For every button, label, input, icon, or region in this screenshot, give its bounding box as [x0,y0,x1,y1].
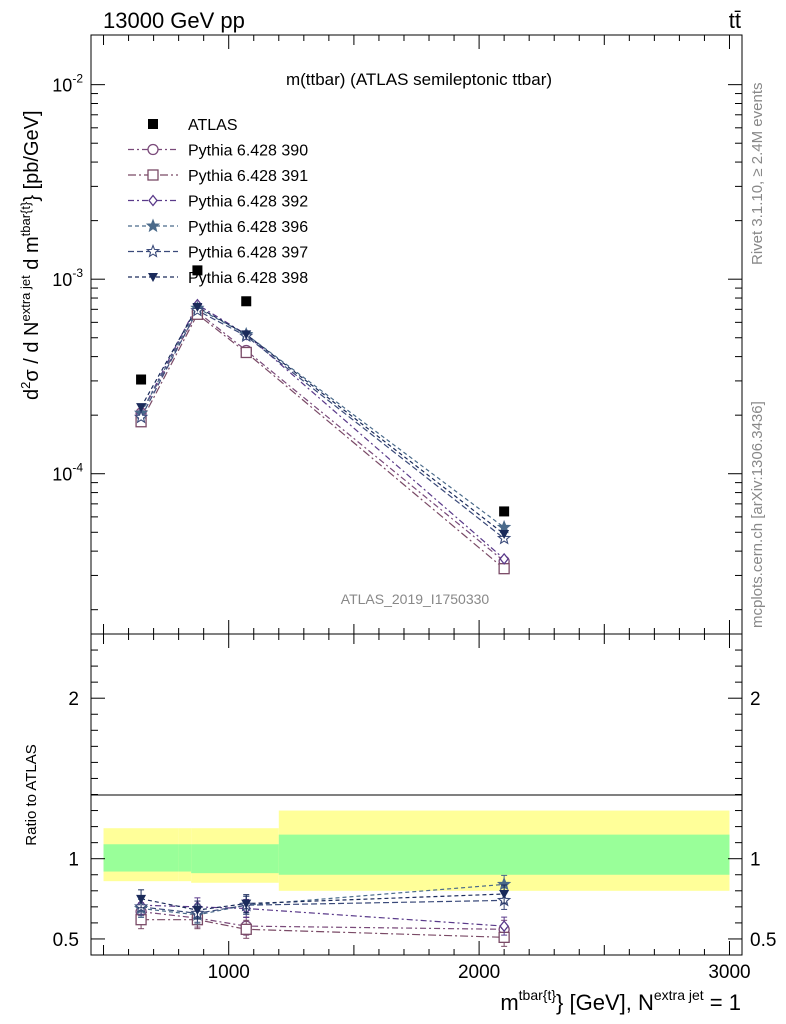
ratio-data-point [240,923,252,935]
ratio-series-line [141,899,505,914]
legend: ATLAS Pythia 6.428 390 Pythia 6.428 391 Pyt… [128,117,308,287]
legend-marker [148,273,158,282]
main-y-tick-labels: 10-210-310-4 [52,72,83,485]
x-tick-label: 3000 [708,962,750,983]
ratio-series-line [141,919,505,938]
ratio-data-point [499,890,510,900]
main-y-axis-label: d2σ / d Nextra jet d mtbar{t}} [pb/GeV] [18,110,43,400]
tick-exponent: -4 [72,461,83,475]
tick-base: 10 [52,76,72,96]
legend-marker [148,119,158,129]
ratio-panel: 0.5 0.5 1 1 2 2 Ratio to ATLAS 1000 2000 3000 m… [23,633,777,1015]
legend-marker [147,169,159,181]
legend-label: Pythia 6.428 397 [188,245,308,262]
main-data-point [133,409,149,424]
ratio-y-tick-label-right: 2 [750,689,761,710]
ratio-data-point [136,894,147,904]
ratio-y-axis-label: Ratio to ATLAS [23,744,40,845]
main-series-line [140,303,505,560]
ratio-stat-band [103,844,179,872]
ratio-ticks [91,633,742,955]
ratio-bands [103,810,730,891]
main-data-point [240,346,252,359]
main-data-point [136,403,147,413]
x-tick-labels: 1000 2000 3000 [208,962,751,983]
legend-marker [145,218,161,233]
main-y-tick-label: 10-3 [52,266,83,290]
ratio-y-tick-label-right: 0.5 [750,930,776,951]
ratio-data-point [241,899,252,909]
main-data-point [499,552,509,565]
legend-marker [148,194,158,207]
ratio-data-point [192,906,203,916]
legend-label: Pythia 6.428 391 [188,168,308,185]
main-data-point [192,302,203,312]
legend-label: Pythia 6.428 392 [188,194,308,211]
ratio-data-point [499,920,509,933]
ratio-series-line [141,883,505,916]
main-data-point [192,265,203,276]
main-title: m(ttbar) (ATLAS semileptonic ttbar) [286,70,552,89]
main-series-line [140,310,505,562]
legend-label: Pythia 6.428 398 [188,270,308,287]
rivet-label: Rivet 3.1.10, ≥ 2.4M events [749,83,766,266]
ratio-y-tick-label: 2 [68,689,79,710]
process-label: tt̄ [729,8,741,33]
legend-marker [145,243,161,258]
main-y-tick-label: 10-4 [52,461,83,485]
main-data-point [499,506,510,517]
legend-marker [147,143,159,156]
main-y-tick-label: 10-2 [52,72,83,96]
ratio-y-tick-label-right: 1 [750,850,761,871]
main-data-point [499,529,510,539]
main-series-line [140,307,505,528]
x-axis-label: mtbar{t}} [GeV], Nextra jet = 1 [500,987,741,1015]
main-data-point [136,374,147,385]
main-data-point [241,330,252,340]
main-series-line [140,309,505,539]
ratio-y-tick-label: 1 [68,850,79,871]
tick-exponent: -3 [72,266,83,280]
main-series-line [140,313,505,570]
legend-label: Pythia 6.428 396 [188,219,308,236]
ratio-series-line [141,911,505,930]
ratio-stat-band [191,844,279,874]
main-data-point [498,563,510,575]
tick-exponent: -2 [72,72,83,86]
main-panel: m(ttbar) (ATLAS semileptonic ttbar) ATLA… [18,34,743,635]
main-ticks [91,35,742,634]
main-series [133,265,512,575]
tick-base: 10 [52,465,72,485]
energy-label: 13000 GeV pp [103,8,245,33]
ratio-stat-band [278,834,730,875]
ratio-series-line [141,904,505,927]
x-tick-label: 1000 [208,962,250,983]
ratio-y-tick-label: 0.5 [53,930,79,951]
x-tick-label: 2000 [458,962,500,983]
legend-label: ATLAS [188,117,238,134]
watermark: ATLAS_2019_I1750330 [341,591,490,607]
ratio-stat-band [178,844,192,872]
tick-base: 10 [52,270,72,290]
legend-label: Pythia 6.428 390 [188,143,308,160]
ratio-series [133,874,512,947]
ratio-tick-labels: 0.5 0.5 1 1 2 2 [53,689,777,951]
ratio-series-line [140,893,505,911]
main-data-point [241,296,252,307]
main-series-line [140,306,505,535]
mcplots-label: mcplots.cern.ch [arXiv:1306.3436] [749,401,766,628]
